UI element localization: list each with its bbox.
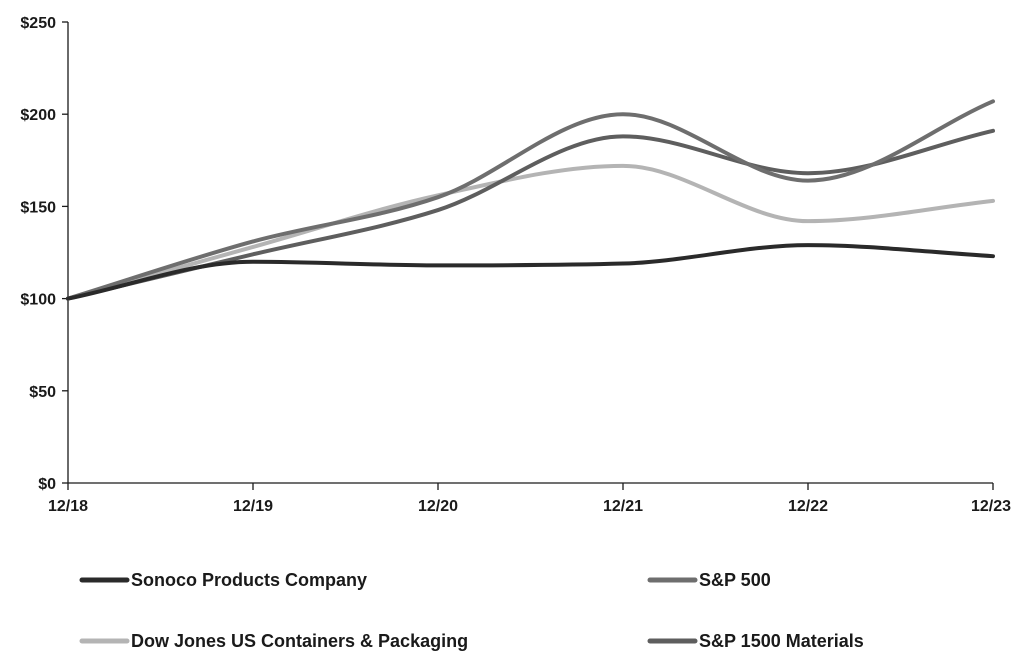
x-tick-label: 12/23 bbox=[971, 498, 1011, 515]
legend-label: Dow Jones US Containers & Packaging bbox=[131, 631, 468, 651]
legend: Sonoco Products Company Dow Jones US Cont… bbox=[79, 570, 864, 651]
x-tick-label: 12/19 bbox=[233, 498, 273, 515]
y-axis: $0 $50 $100 $150 $200 $250 bbox=[20, 15, 69, 493]
y-tick-label: $100 bbox=[20, 292, 56, 309]
x-tick-label: 12/22 bbox=[788, 498, 828, 515]
legend-item-sandp-500: S&P 500 bbox=[647, 570, 771, 590]
y-tick-label: $150 bbox=[20, 199, 56, 216]
series-line-sandp-500 bbox=[66, 99, 995, 301]
x-tick-label: 12/21 bbox=[603, 498, 643, 515]
series-line-dow-jones-us-containers-and-packaging bbox=[66, 163, 995, 301]
legend-label: Sonoco Products Company bbox=[131, 570, 367, 590]
x-axis: 12/18 12/19 12/20 12/21 12/22 12/23 bbox=[48, 482, 1011, 515]
y-tick-label: $250 bbox=[20, 15, 56, 32]
series-line-sonoco-products-company bbox=[66, 243, 995, 301]
legend-item-sandp-1500-materials: S&P 1500 Materials bbox=[647, 631, 864, 651]
y-tick-label: $50 bbox=[29, 384, 56, 401]
series-line-sandp-1500-materials bbox=[66, 128, 995, 301]
legend-label: S&P 500 bbox=[699, 570, 771, 590]
series-lines bbox=[66, 99, 995, 301]
legend-label: S&P 1500 Materials bbox=[699, 631, 864, 651]
x-tick-label: 12/18 bbox=[48, 498, 88, 515]
y-tick-label: $200 bbox=[20, 107, 56, 124]
x-tick-label: 12/20 bbox=[418, 498, 458, 515]
legend-item-dow-jones-us-containers-and-packaging: Dow Jones US Containers & Packaging bbox=[79, 631, 468, 651]
y-tick-label: $0 bbox=[38, 476, 56, 493]
legend-item-sonoco-products-company: Sonoco Products Company bbox=[79, 570, 367, 590]
